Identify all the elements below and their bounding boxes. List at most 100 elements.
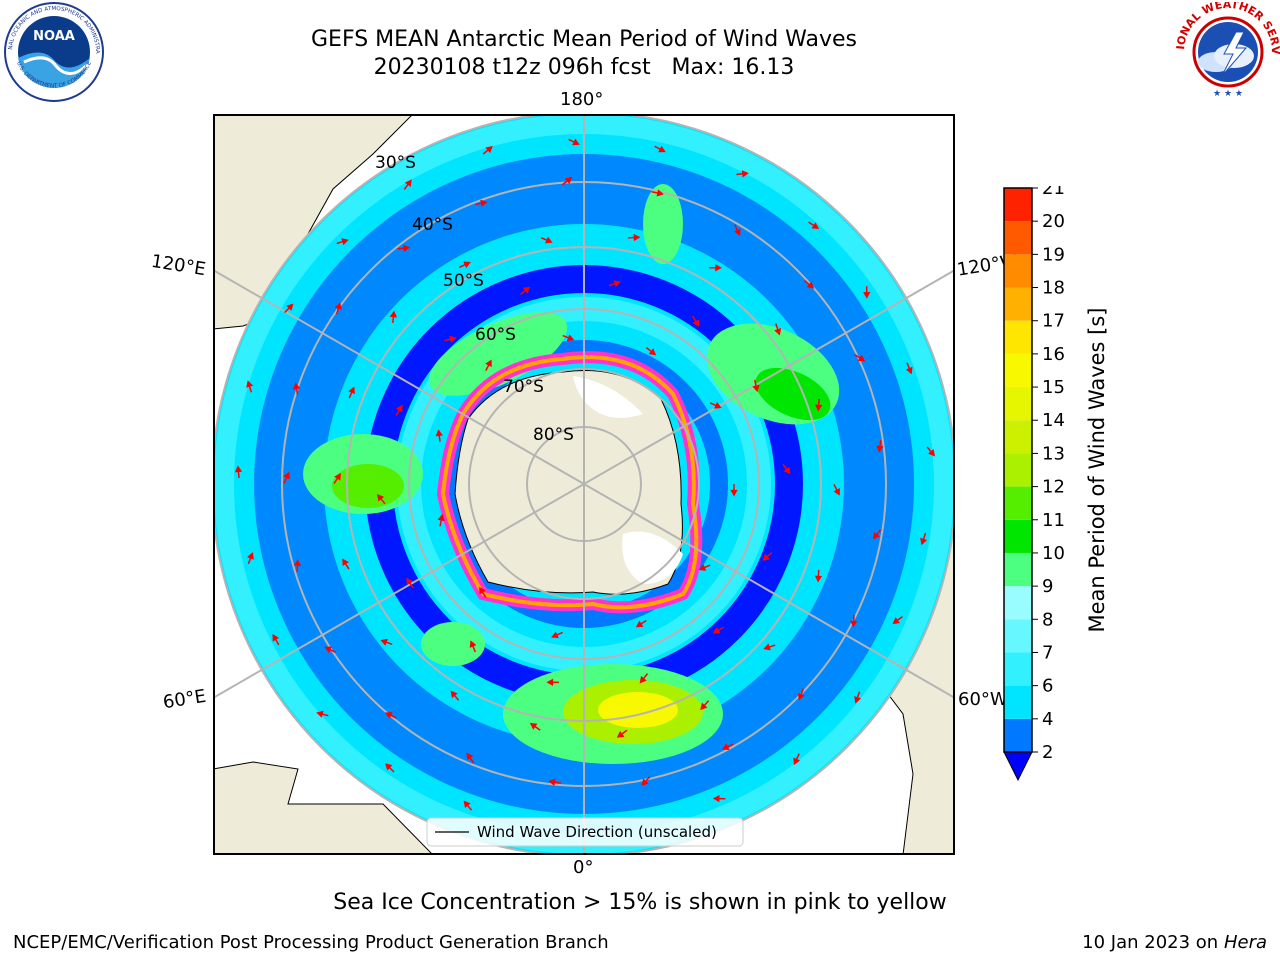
chart-subtitle: 20230108 t12z 096h fcst Max: 16.13: [373, 55, 795, 80]
lon-label-120e: 120°E: [149, 250, 208, 281]
wave-arrow-head: [479, 586, 486, 595]
wave-arrow-head: [404, 179, 412, 187]
africa-land: [213, 761, 434, 855]
wave-arrow-head: [762, 553, 770, 561]
legend-label: Wind Wave Direction (unscaled): [477, 823, 717, 841]
map-border: [213, 114, 955, 855]
wave-arrow-head: [564, 177, 573, 185]
wave-arrow-head: [485, 145, 493, 154]
wave-arrow-head: [544, 236, 553, 244]
colorbar-tick-label: 13: [1042, 443, 1065, 464]
svg-text:NOAA: NOAA: [33, 29, 75, 44]
wave-arrow-head: [927, 448, 936, 457]
wave-arrow-head: [293, 559, 302, 566]
wave-arrow-head: [377, 494, 385, 502]
lat-label-30s: 30°S: [375, 153, 416, 173]
colorbar-outline: [1003, 187, 1033, 753]
wave-arrow-head: [648, 348, 657, 356]
wave-arrow-head: [793, 757, 801, 766]
wave-arrow-head: [437, 513, 445, 522]
wave-arrow-head: [814, 575, 823, 583]
wave-arrow-head: [854, 696, 862, 704]
colorbar-segment: [1004, 254, 1032, 288]
colorbar-segment: [1004, 552, 1032, 587]
wave-arrow-head: [316, 710, 324, 718]
wave-arrow-head: [698, 564, 707, 571]
wave-arrow-head: [752, 384, 760, 393]
colorbar-tick-label: 14: [1042, 410, 1065, 431]
wave-arrow-head: [712, 794, 720, 803]
colorbar-extend-arrow: [1003, 751, 1033, 782]
chart-title: GEFS MEAN Antarctic Mean Period of Wind …: [311, 27, 857, 52]
wave-arrow-head: [246, 380, 254, 388]
wave-arrow-head: [892, 617, 900, 625]
wave-arrow-head: [656, 189, 664, 197]
colorbar-tick-label: 11: [1042, 510, 1065, 531]
colorbar-tick-label: 19: [1042, 244, 1065, 265]
footer-system: Hera: [1223, 932, 1267, 953]
wave-arrow-head: [783, 466, 791, 475]
colorbar-segment: [1004, 619, 1032, 653]
wave-arrow-head: [613, 280, 621, 288]
wave-arrow-head: [272, 633, 280, 642]
wave-arrow-head: [485, 359, 492, 368]
wave-arrow-head: [863, 292, 871, 299]
colorbar-segment: [1004, 420, 1032, 454]
polar-map: 30°S 40°S 50°S 60°S 70°S 80°S Wind Wave …: [213, 114, 955, 855]
wave-arrow-head: [633, 233, 641, 242]
wave-arrow-head: [806, 281, 815, 289]
wave-arrow-head: [522, 286, 531, 294]
wave-arrow-head: [635, 620, 644, 628]
lon-label-0: 0°: [573, 857, 594, 878]
wave-direction-arrows: [234, 138, 936, 811]
colorbar-tick-label: 10: [1042, 543, 1065, 564]
wave-arrow-head: [293, 382, 301, 390]
colorbar-segment: [1004, 353, 1032, 388]
colorbar-segment: [1004, 453, 1032, 487]
ice-shelf-ross: [573, 376, 643, 418]
colorbar-segment: [1004, 586, 1032, 620]
wave-arrow-head: [342, 558, 349, 567]
colorbar: 2 4 6 7 8 9 10 11 12 13 14 15 16 17 18 19 20 21: [1003, 186, 1065, 782]
colorbar-tick-label: 6: [1042, 676, 1053, 697]
wave-arrow-head: [715, 264, 722, 272]
colorbar-tick-label: 20: [1042, 211, 1065, 232]
wave-arrow-head: [469, 640, 477, 648]
colorbar-tick-label: 15: [1042, 377, 1065, 398]
meridian-60e-120w: [213, 269, 955, 699]
noaa-logo: NOAA NATIONAL OCEANIC AND ATMOSPHERIC AD…: [2, 2, 104, 102]
colorbar-tick-label: 18: [1042, 278, 1065, 299]
wave-arrow-head: [463, 800, 471, 809]
wave-arrow-head: [733, 228, 741, 236]
colorbar-segment: [1004, 486, 1032, 520]
wave-arrow-head: [389, 310, 398, 318]
lat-label-60s: 60°S: [475, 325, 516, 345]
colorbar-label: Mean Period of Wind Waves [s]: [1085, 307, 1109, 633]
colorbar-tick-label: 4: [1042, 709, 1053, 730]
wave-arrow-head: [385, 763, 393, 771]
wave-arrow-head: [348, 386, 355, 395]
wave-arrow-head: [572, 138, 580, 146]
ice-shelf-weddell: [622, 531, 683, 584]
wave-arrow-head: [712, 627, 721, 634]
colorbar-tick-label: 17: [1042, 311, 1065, 332]
colorbar-tick-label: 16: [1042, 344, 1065, 365]
wave-arrow-head: [566, 334, 575, 342]
colorbar-segment: [1004, 221, 1032, 255]
colorbar-segment: [1004, 718, 1032, 752]
lon-label-60w: 60°W: [958, 689, 1008, 710]
wave-arrow-head: [463, 261, 471, 269]
colorbar-tick-label: 9: [1042, 576, 1053, 597]
wave-arrow-head: [283, 471, 290, 480]
wave-arrow-head: [641, 778, 649, 786]
sea-ice-note: Sea Ice Concentration > 15% is shown in …: [333, 890, 947, 915]
wave-arrow-head: [833, 487, 840, 496]
wave-arrow-head: [658, 145, 666, 153]
wave-arrow-head: [234, 465, 243, 473]
wave-arrow-head: [616, 730, 625, 738]
wave-arrow-head: [334, 302, 342, 310]
wave-arrow-head: [872, 532, 880, 540]
colorbar-segment: [1004, 387, 1032, 421]
wave-arrow-head: [286, 303, 294, 311]
wave-arrow-head: [449, 335, 457, 343]
